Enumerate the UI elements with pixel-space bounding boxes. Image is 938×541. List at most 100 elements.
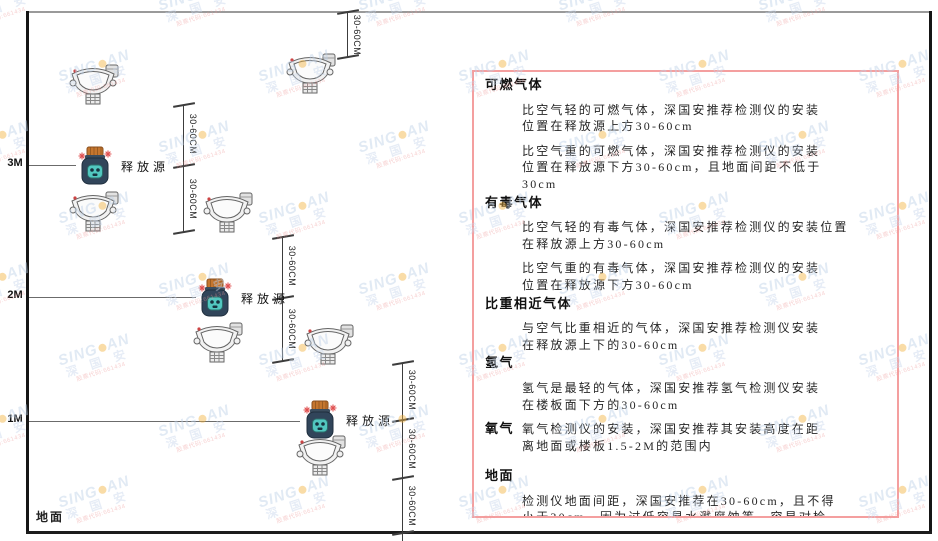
section-text-line: 在楼板面下方的30-60cm: [522, 397, 680, 412]
release-source-label: 释放源: [121, 160, 170, 174]
dimension-label: 30-60CM: [352, 14, 362, 56]
watermark-dot-icon: [397, 271, 408, 282]
section-title: 氢气: [485, 355, 515, 371]
section-text-line: 在释放源上下的30-60cm: [522, 337, 680, 352]
panel-section: 可燃气体 比空气轻的可燃气体，深国安推荐检测仪的安装 位置在释放源上方30-60c…: [474, 77, 887, 193]
dimension-tick-icon: [173, 229, 195, 235]
section-title: 有毒气体: [485, 194, 544, 210]
section-text-line: 氧气检测仪的安装，深国安推荐其安装高度在距: [522, 422, 821, 437]
watermark-company: 深 国 安: [164, 132, 233, 167]
dimension-line: [347, 12, 348, 57]
dimension-tick-icon: [272, 358, 294, 364]
release-source-icon: [198, 278, 232, 317]
panel-section: 地面 检测仪地面间距，深国安推荐在30-60cm，且不得 小于30cm，因为过低容…: [474, 468, 887, 518]
gas-detector-icon: [69, 191, 119, 232]
section-paragraph: 比空气重的可燃气体，深国安推荐检测仪的安装 位置在释放源下方30-60cm，且地面…: [522, 143, 887, 193]
gas-detector-icon: [296, 435, 346, 476]
floor-line: [26, 531, 932, 534]
watermark-subtext: 股票代码:661434: [175, 148, 227, 171]
section-text-line: 小于30cm，因为过低容易水溅腐蚀等，容易对检: [522, 510, 828, 518]
dimension-tick-icon: [392, 360, 414, 366]
watermark-subtext: 股票代码:661434: [375, 290, 427, 313]
gas-detector-icon: [286, 53, 336, 94]
section-paragraph: 比空气轻的可燃气体，深国安推荐检测仪的安装 位置在释放源上方30-60cm: [522, 102, 887, 135]
dimension-line: [183, 105, 184, 232]
dimension-line: [402, 363, 403, 541]
watermark-dot-icon: [197, 129, 208, 140]
gas-detector-icon: [304, 324, 354, 365]
height-level-line: [29, 165, 76, 166]
spark-icon: [303, 404, 337, 414]
watermark-subtext: 股票代码:661434: [0, 6, 27, 29]
dimension-tick-icon: [173, 102, 195, 108]
watermark-subtext: 股票代码:661434: [75, 361, 127, 384]
dimension-tick-icon: [173, 163, 195, 169]
section-text-line: 离地面或楼板1.5-2M的范围内: [522, 438, 713, 453]
watermark-dot-icon: [497, 58, 508, 69]
gas-detector-icon: [69, 64, 119, 105]
watermark-subtext: 股票代码:661434: [75, 503, 127, 526]
watermark-subtext: 股票代码:661434: [275, 503, 327, 526]
watermark-company: 深 国 安: [364, 132, 433, 167]
dimension-label: 30-60CM: [287, 245, 297, 287]
info-panel: 可燃气体 比空气轻的可燃气体，深国安推荐检测仪的安装 位置在释放源上方30-60c…: [472, 70, 899, 518]
section-paragraph: 比空气轻的有毒气体，深国安推荐检测仪的安装位置 在释放源上方30-60cm: [522, 219, 887, 252]
dimension-tick-icon: [392, 475, 414, 481]
watermark-company: 深 国 安: [364, 274, 433, 309]
watermark-dot-icon: [697, 58, 708, 69]
release-source-label: 释放源: [346, 414, 395, 428]
panel-section: 比重相近气体 与空气比重相近的气体，深国安推荐检测仪安装 在释放源上下的30-60…: [474, 296, 887, 354]
watermark-subtext: 股票代码:661434: [175, 6, 227, 29]
height-level-label: 1M: [7, 413, 23, 425]
section-text-line: 在释放源上方30-60cm: [522, 236, 666, 251]
left-wall-line: [26, 11, 29, 533]
panel-section: 氧气 氧气检测仪的安装，深国安推荐其安装高度在距 离地面或楼板1.5-2M的范围内: [474, 421, 887, 454]
section-paragraph: 比空气重的有毒气体，深国安推荐检测仪的安装 位置在释放源下方30-60cm: [522, 260, 887, 293]
watermark-company: 深 国 安: [64, 345, 133, 380]
section-title: 可燃气体: [485, 77, 544, 92]
watermark-subtext: 股票代码:661434: [775, 6, 827, 29]
section-text-line: 30cm: [522, 176, 558, 191]
watermark-dot-icon: [297, 484, 308, 495]
release-source-label: 释放源: [241, 292, 290, 306]
watermark-dot-icon: [197, 413, 208, 424]
dimension-label: 30-60CM: [188, 113, 198, 155]
watermark-company: 深 国 安: [264, 203, 333, 238]
dimension-label: 30-60CM: [407, 428, 417, 470]
release-source-icon: [78, 146, 112, 185]
section-text-line: 比空气轻的可燃气体，深国安推荐检测仪的安装: [522, 102, 821, 117]
section-text-line: 位置在释放源下方30-60cm: [522, 277, 694, 292]
panel-section: 氢气 氢气是最轻的气体，深国安推荐氢气检测仪安装 在楼板面下方的30-60cm: [474, 355, 887, 413]
watermark-dot-icon: [0, 129, 8, 140]
ceiling-line: [26, 11, 932, 13]
dimension-label: 30-60CM: [188, 178, 198, 220]
section-text-line: 比空气重的可燃气体，深国安推荐检测仪的安装: [522, 143, 821, 158]
spark-icon: [198, 282, 232, 292]
right-wall-line: [929, 11, 932, 533]
watermark-subtext: 股票代码:661434: [375, 148, 427, 171]
section-title: 比重相近气体: [485, 295, 573, 311]
section-text-line: 比空气重的有毒气体，深国安推荐检测仪的安装: [522, 261, 821, 276]
section-paragraph: 与空气比重相近的气体，深国安推荐检测仪安装 在释放源上下的30-60cm: [522, 320, 887, 353]
section-title: 氧气: [485, 421, 515, 437]
watermark-dot-icon: [97, 342, 108, 353]
height-level-label: 2M: [7, 289, 23, 301]
watermark-company: 深 国 安: [64, 487, 133, 522]
section-text-line: 位置在释放源上方30-60cm: [522, 119, 694, 134]
section-paragraph: 氧气检测仪的安装，深国安推荐其安装高度在距 离地面或楼板1.5-2M的范围内: [522, 421, 887, 454]
gas-detector-icon: [193, 322, 243, 363]
